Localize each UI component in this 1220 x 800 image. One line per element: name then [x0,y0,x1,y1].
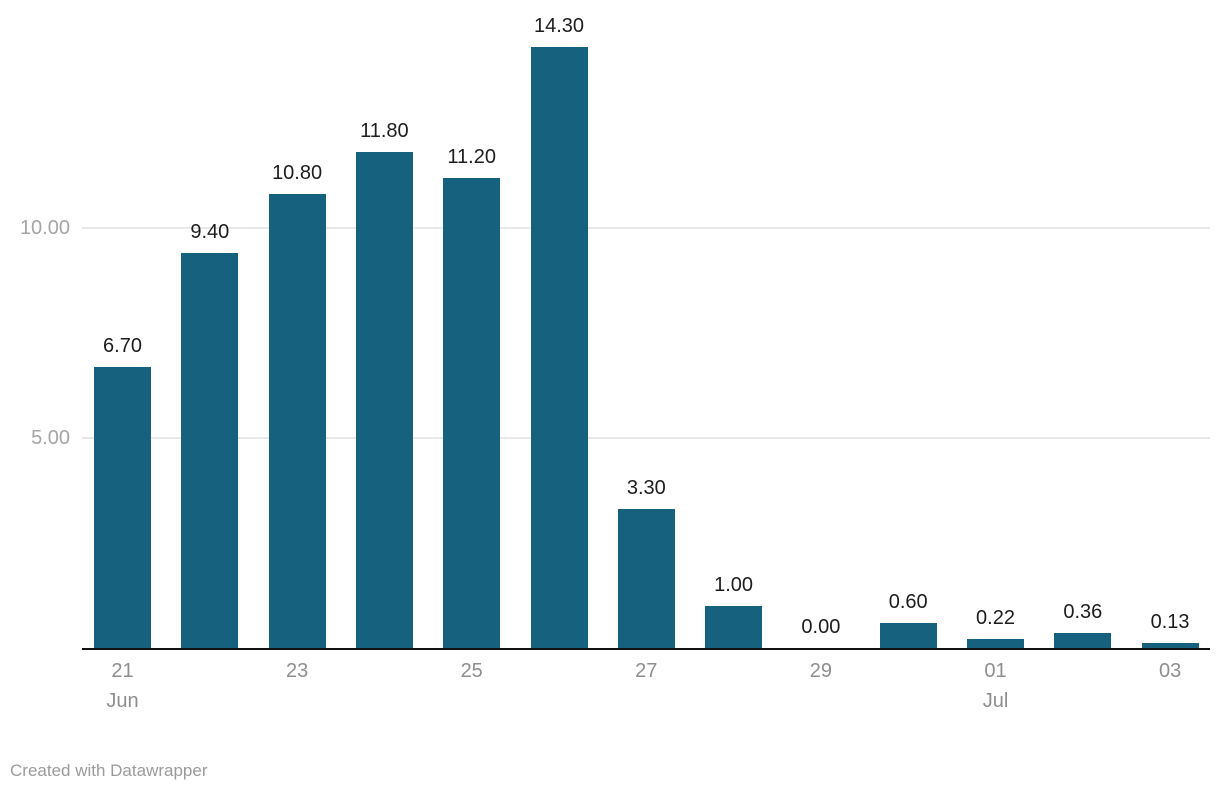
bar-value-label: 14.30 [533,15,585,38]
bar-value-label: 0.36 [1063,600,1103,623]
bar[interactable] [355,152,413,648]
bar[interactable] [617,509,675,648]
x-axis-tick-label: 23 [285,660,309,682]
bar[interactable] [1141,642,1199,648]
x-axis-tick-label: 25 [460,660,483,682]
x-axis-tick-label: 01 [984,660,1007,682]
bar[interactable] [181,253,239,648]
x-axis-tick-label: 29 [809,660,833,682]
bar-value-label: 0.00 [801,616,841,638]
bar[interactable] [530,47,588,648]
y-gridline [82,227,1210,229]
bar[interactable] [967,638,1024,648]
bar-value-label: 0.22 [976,606,1015,629]
bar-value-label: 1.00 [714,574,754,596]
bar-value-label: 0.13 [1150,610,1190,633]
bar[interactable] [705,606,763,648]
y-gridline [82,437,1210,439]
bar[interactable] [443,177,501,648]
y-axis-tick-label: 5.00 [31,427,70,449]
x-axis-tick-label: 03 [1158,660,1182,682]
x-axis-line [82,648,1210,650]
bar[interactable] [1054,632,1112,648]
bar-value-label: 11.80 [360,120,409,143]
bar-value-label: 0.60 [888,590,928,613]
bar-value-label: 9.40 [190,221,230,244]
bar-value-label: 6.70 [103,334,142,357]
bar-value-label: 10.80 [272,162,323,185]
bar-value-label: 11.20 [447,145,496,168]
bar[interactable] [268,194,326,648]
x-axis-month-label: Jul [982,690,1009,712]
x-axis-tick-label: 21 [111,660,134,682]
y-axis-tick-label: 10.00 [19,217,70,239]
bar[interactable] [94,366,151,648]
datawrapper-attribution: Created with Datawrapper [10,761,208,780]
x-axis-month-label: Jun [106,690,139,712]
bar[interactable] [879,622,937,648]
bar-value-label: 3.30 [626,477,666,500]
x-axis-tick-label: 27 [635,660,658,682]
